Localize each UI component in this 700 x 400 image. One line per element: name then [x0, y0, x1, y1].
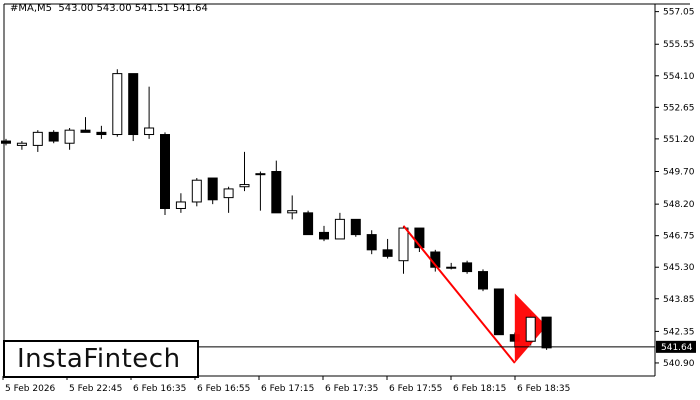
candle — [112, 69, 123, 137]
pennant-pole — [402, 225, 516, 364]
candle — [32, 130, 43, 152]
candle — [271, 160, 282, 214]
candle — [414, 227, 425, 252]
candle-body-bearish — [319, 231, 329, 240]
candle-body-bearish — [366, 234, 377, 251]
candle-body-overlay — [525, 316, 536, 342]
price-tick-label: 545.30 — [663, 263, 695, 273]
candle — [478, 269, 488, 292]
candle-body-bearish — [160, 134, 170, 209]
candle — [398, 225, 409, 274]
candle — [80, 117, 91, 133]
candle-body-bullish — [16, 142, 27, 146]
candle — [96, 125, 107, 139]
candle — [128, 73, 139, 142]
logo-box: InstaFintech — [3, 340, 199, 378]
candle-body-bearish — [462, 262, 473, 273]
candle — [48, 130, 59, 144]
candle-body-bearish — [80, 129, 91, 133]
candle-body-overlay — [541, 316, 552, 349]
candle-body-bearish — [303, 212, 314, 236]
candle — [239, 151, 250, 192]
candle — [350, 218, 361, 237]
candle-body-bearish — [128, 73, 139, 136]
candle — [334, 212, 345, 240]
candle-body-bearish — [1, 140, 11, 144]
price-tick-label: 548.20 — [663, 200, 695, 210]
candle-body-bullish — [287, 210, 298, 214]
candle-body-bullish — [223, 188, 234, 199]
candle-body-bullish — [191, 179, 202, 203]
price-tick-label: 540.90 — [663, 359, 695, 369]
candle-body-bearish — [382, 249, 393, 257]
candle-body-bearish — [48, 131, 59, 142]
price-axis: 557.05 555.55 554.10 552.65 551.20 549.70 548.… — [655, 8, 695, 369]
instafintech-logo: InstaFintech — [17, 344, 181, 374]
candle-body-bearish — [493, 288, 504, 336]
candle-body-bearish — [96, 131, 107, 136]
time-tick-label: 6 Feb 17:35 — [325, 384, 378, 394]
candle-body-bearish — [414, 227, 425, 249]
ohlc-values: 543.00 543.00 541.51 541.64 — [58, 3, 208, 14]
candle — [493, 288, 504, 336]
price-tick-label: 557.05 — [663, 8, 695, 18]
candle — [16, 141, 27, 150]
candle — [207, 177, 218, 205]
last-price-box — [656, 340, 696, 353]
candle — [175, 193, 186, 213]
candle — [1, 138, 11, 146]
price-tick-label: 552.65 — [663, 103, 695, 113]
candle — [160, 132, 170, 216]
candle-body-bullish — [334, 218, 345, 240]
candle-body-bullish — [144, 127, 155, 136]
candle — [255, 171, 266, 211]
candle — [446, 262, 457, 270]
candle-body-bearish — [478, 271, 488, 290]
candle — [319, 225, 329, 242]
time-tick-label: 5 Feb 22:45 — [69, 384, 122, 394]
time-tick-label: 6 Feb 18:15 — [453, 384, 506, 394]
time-tick-label: 6 Feb 16:55 — [197, 384, 250, 394]
candle-body-bearish — [271, 171, 282, 214]
price-tick-label: 543.85 — [663, 295, 695, 305]
price-tick-label: 542.35 — [663, 327, 695, 337]
candle-body-bullish — [239, 184, 250, 188]
candle-body-bearish — [350, 218, 361, 236]
candle — [382, 238, 393, 259]
candle — [303, 210, 314, 236]
candle-body-bullish — [175, 201, 186, 209]
pennant-pattern — [402, 225, 552, 364]
price-tick-label: 555.55 — [663, 40, 695, 50]
candle — [462, 260, 473, 274]
symbol-label: #MA,M5 — [10, 3, 53, 14]
candle-body-bearish — [207, 177, 218, 201]
candle — [223, 186, 234, 213]
candle-body-bullish — [64, 129, 75, 144]
price-tick-label: 549.70 — [663, 168, 695, 178]
candle — [287, 195, 298, 220]
chart-header: #MA,M5 543.00 543.00 541.51 541.64 — [10, 3, 208, 14]
time-tick-label: 5 Feb 2026 — [5, 384, 56, 394]
candle — [366, 230, 377, 255]
price-tick-label: 551.20 — [663, 135, 695, 145]
price-tick-label: 546.75 — [663, 232, 695, 242]
last-price-label: 541.64 — [661, 343, 693, 353]
candle-body-bullish — [32, 131, 43, 146]
candle — [191, 178, 202, 207]
time-tick-label: 6 Feb 17:55 — [389, 384, 442, 394]
candle — [144, 86, 155, 139]
price-tick-label: 554.10 — [663, 72, 695, 82]
candle — [64, 128, 75, 150]
candle-body-bullish — [112, 73, 123, 136]
candle-body-bullish — [398, 227, 409, 262]
candle-body-bullish — [446, 266, 457, 269]
candle-body-bullish — [255, 173, 266, 176]
time-tick-label: 6 Feb 16:35 — [133, 384, 186, 394]
time-tick-label: 6 Feb 18:35 — [517, 384, 570, 394]
time-tick-label: 6 Feb 17:15 — [261, 384, 314, 394]
